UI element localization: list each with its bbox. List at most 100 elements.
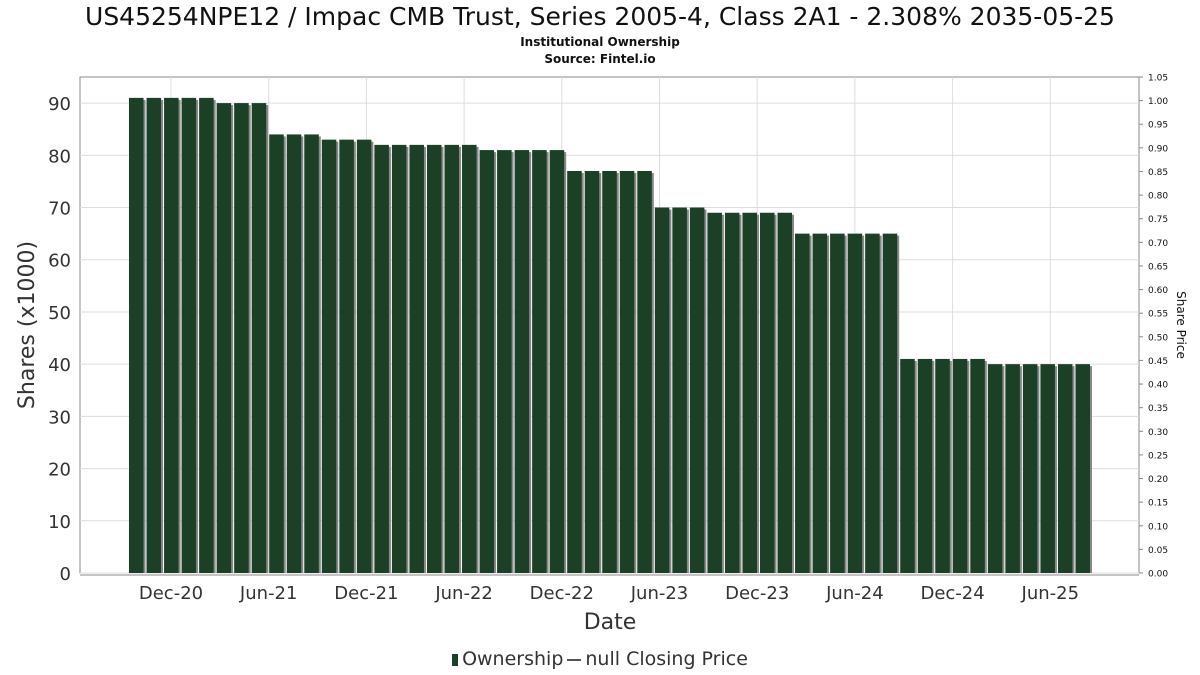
- bar: [444, 144, 460, 573]
- bar: [602, 170, 617, 573]
- y2-tick-label: 0.50: [1148, 333, 1168, 343]
- chart-legend: Ownership null Closing Price: [0, 648, 1200, 670]
- bar: [356, 139, 372, 573]
- bar: [759, 212, 775, 573]
- x-tick-label: Jun-24: [825, 583, 884, 604]
- bar: [426, 144, 442, 573]
- bar: [689, 207, 705, 574]
- bar: [1057, 364, 1073, 573]
- bar: [865, 233, 880, 573]
- y-tick-label: 0: [60, 564, 71, 585]
- y2-tick-label: 0.45: [1148, 357, 1168, 367]
- y-tick-label: 60: [48, 251, 71, 272]
- y2-tick-label: 0.60: [1148, 286, 1168, 296]
- y2-tick-label: 0.80: [1148, 192, 1168, 202]
- bar: [1022, 364, 1038, 573]
- bar: [164, 97, 179, 573]
- x-tick-label: Jun-25: [1021, 583, 1080, 604]
- bar: [654, 207, 670, 574]
- y2-tick-label: 0.95: [1148, 121, 1168, 131]
- y-tick-label: 10: [48, 512, 71, 533]
- bar: [619, 170, 635, 573]
- y2-tick-label: 1.05: [1148, 74, 1168, 84]
- x-tick-label: Dec-24: [920, 583, 984, 604]
- bar: [917, 358, 933, 573]
- bar: [339, 139, 354, 573]
- bar: [321, 139, 337, 573]
- bar: [462, 144, 477, 573]
- bar: [637, 170, 652, 573]
- y2-tick-label: 0.75: [1148, 215, 1168, 225]
- bar: [742, 212, 757, 573]
- x-tick-label: Jun-22: [434, 583, 493, 604]
- chart-title: US45254NPE12 / Impac CMB Trust, Series 2…: [85, 2, 1115, 31]
- bar: [567, 170, 582, 573]
- chart-source: Source: Fintel.io: [544, 52, 656, 66]
- y-axis-label: Shares (x1000): [15, 241, 40, 409]
- bar: [497, 150, 512, 574]
- bar: [409, 144, 424, 573]
- chart-subtitle: Institutional Ownership: [520, 35, 680, 49]
- bar: [830, 233, 845, 573]
- legend-ownership-label: Ownership: [462, 648, 564, 670]
- bar: [1040, 364, 1055, 573]
- y2-axis-label: Share Price: [1174, 291, 1188, 359]
- y2-tick-label: 1.00: [1148, 97, 1168, 107]
- bar: [724, 212, 740, 573]
- y-tick-label: 40: [48, 355, 71, 376]
- y-tick-label: 50: [48, 303, 71, 324]
- y2-tick-label: 0.05: [1148, 546, 1168, 556]
- x-tick-label: Jun-23: [630, 583, 689, 604]
- bar: [199, 97, 214, 573]
- y2-tick-label: 0.30: [1148, 428, 1168, 438]
- ownership-swatch-icon: [452, 653, 459, 666]
- bar: [549, 150, 565, 574]
- bar: [847, 233, 863, 573]
- y2-tick-label: 0.70: [1148, 239, 1168, 249]
- bar: [1075, 364, 1090, 573]
- bar: [707, 212, 722, 573]
- y-tick-label: 80: [48, 146, 71, 167]
- bar: [251, 103, 267, 574]
- bar: [304, 134, 319, 573]
- bar: [882, 233, 898, 573]
- y2-tick-label: 0.00: [1148, 570, 1168, 580]
- x-tick-label: Dec-22: [530, 583, 594, 604]
- bar: [514, 150, 530, 574]
- price-line-icon: [567, 658, 582, 661]
- bar: [216, 103, 232, 574]
- bar: [374, 144, 389, 573]
- bar: [1005, 364, 1020, 573]
- y2-tick-label: 0.65: [1148, 262, 1168, 272]
- bar: [532, 150, 547, 574]
- bar: [286, 134, 302, 573]
- bar: [181, 97, 197, 573]
- bar: [952, 358, 968, 573]
- bar: [584, 170, 600, 573]
- bar: [129, 97, 144, 573]
- y-tick-label: 70: [48, 199, 71, 220]
- bar: [935, 358, 950, 573]
- y-tick-label: 30: [48, 407, 71, 428]
- bar: [234, 103, 249, 574]
- y2-tick-label: 0.25: [1148, 451, 1168, 461]
- y2-tick-label: 0.55: [1148, 310, 1168, 320]
- y2-tick-label: 0.40: [1148, 381, 1168, 391]
- legend-price-label: null Closing Price: [585, 648, 748, 670]
- bar: [391, 144, 407, 573]
- bar: [987, 364, 1003, 573]
- y-tick-label: 20: [48, 460, 71, 481]
- y2-tick-label: 0.20: [1148, 475, 1168, 485]
- bar: [479, 150, 495, 574]
- x-tick-label: Jun-21: [239, 583, 298, 604]
- bar: [900, 358, 915, 573]
- y2-tick-label: 0.85: [1148, 168, 1168, 178]
- y2-tick-label: 0.35: [1148, 404, 1168, 414]
- x-tick-label: Dec-23: [725, 583, 789, 604]
- x-axis-label: Date: [584, 610, 637, 635]
- bar: [146, 97, 162, 573]
- x-tick-label: Dec-21: [334, 583, 398, 604]
- bar: [795, 233, 810, 573]
- y2-tick-label: 0.15: [1148, 499, 1168, 509]
